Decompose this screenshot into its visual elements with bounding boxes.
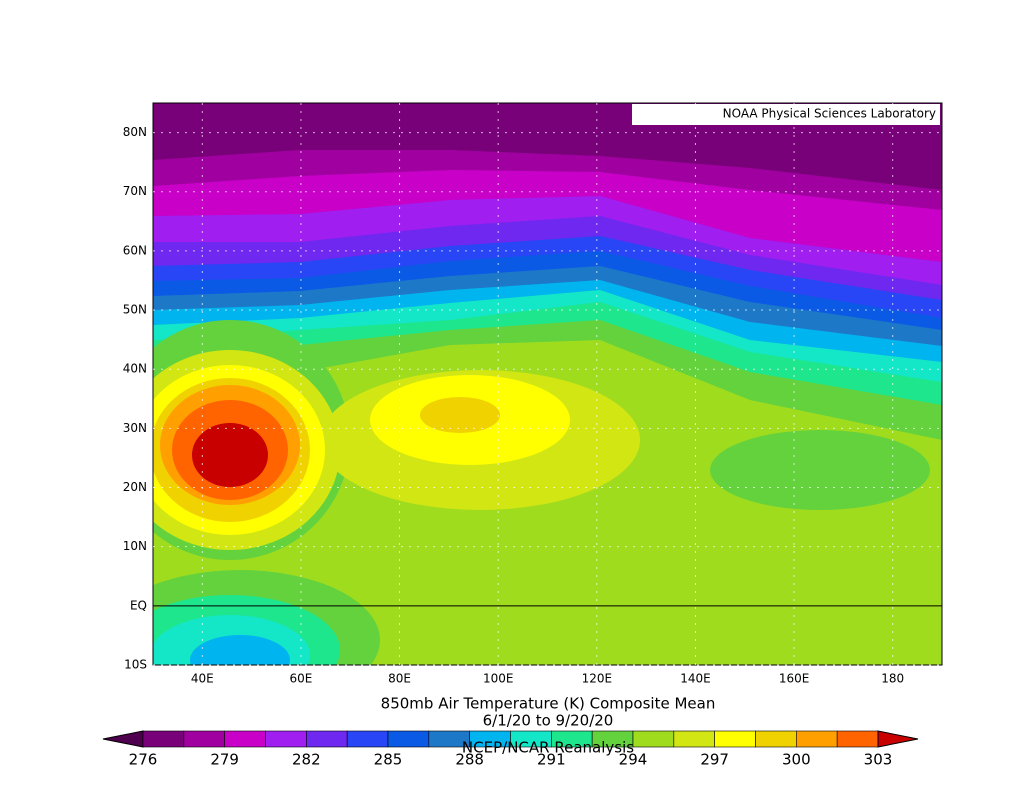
lon-tick-label: 120E: [582, 672, 613, 686]
colorbar-label: 276: [129, 751, 158, 769]
colorbar: 276 279 282 285 288 291 294 297 300 303: [102, 730, 919, 769]
colorbar-box: [387, 730, 430, 748]
colorbar-box: [265, 730, 307, 748]
colorbar-box: [632, 730, 675, 748]
colorbar-triangle: [102, 730, 144, 748]
source: NCEP/NCAR Reanalysis: [462, 739, 634, 757]
colorbar-box: [306, 730, 348, 748]
lon-tick-label: 40E: [191, 672, 214, 686]
colorbar-box: [224, 730, 266, 748]
temperature-blob: [420, 397, 500, 433]
lon-tick-label: 100E: [483, 672, 514, 686]
colorbar-box: [836, 730, 879, 748]
lat-tick-label: 50N: [123, 303, 147, 317]
colorbar-box: [673, 730, 715, 748]
temperature-blob: [192, 423, 268, 487]
lat-tick-label: 10N: [123, 539, 147, 553]
lat-tick-label: 80N: [123, 125, 147, 139]
colorbar-label: 288: [455, 751, 484, 769]
title: 850mb Air Temperature (K) Composite Mean: [381, 695, 716, 713]
temperature-blob: [190, 635, 290, 665]
lat-tick-label: 30N: [123, 421, 147, 435]
colorbar-label: 291: [537, 751, 566, 769]
lon-tick-label: 140E: [680, 672, 711, 686]
colorbar-label: 282: [292, 751, 321, 769]
credit: NOAA Physical Sciences Laboratory: [723, 107, 936, 121]
lat-tick-label: 70N: [123, 184, 147, 198]
colorbar-box: [755, 730, 797, 748]
map-frame: [152, 102, 943, 666]
colorbar-triangle: [877, 730, 919, 748]
lat-tick-label: 40N: [123, 362, 147, 376]
colorbar-label: 297: [700, 751, 729, 769]
lon-tick-label: 80E: [388, 672, 411, 686]
lat-tick-label: 60N: [123, 243, 147, 257]
colorbar-box: [183, 730, 225, 748]
lat-tick-label: 10S: [124, 658, 147, 672]
colorbar-box: [796, 730, 838, 748]
lon-tick-label: 60E: [290, 672, 313, 686]
colorbar-label: 300: [782, 751, 811, 769]
temperature-blob: [710, 430, 930, 510]
subtitle: 6/1/20 to 9/20/20: [483, 712, 614, 730]
map: [153, 103, 942, 665]
lat-tick-label: 20N: [123, 480, 147, 494]
colorbar-label: 279: [210, 751, 239, 769]
lat-tick-label: EQ: [130, 598, 147, 612]
lon-tick-label: 160E: [779, 672, 810, 686]
colorbar-label: 303: [864, 751, 893, 769]
colorbar-box: [714, 730, 756, 748]
colorbar-box: [346, 730, 389, 748]
colorbar-box: [142, 730, 185, 748]
credit-box: [632, 104, 940, 125]
colorbar-label: 285: [374, 751, 403, 769]
lon-tick-label: 180: [881, 672, 904, 686]
colorbar-label: 294: [619, 751, 648, 769]
